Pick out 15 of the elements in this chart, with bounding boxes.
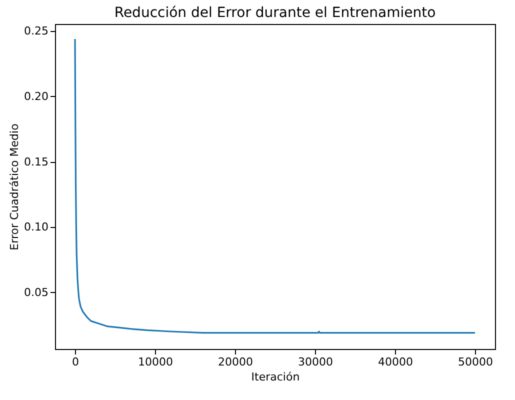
y-tick-label: 0.20 xyxy=(24,90,48,103)
x-tick-label: 30000 xyxy=(298,356,333,368)
y-axis-title: Error Cuadrático Medio xyxy=(8,123,22,250)
y-tick-label: 0.15 xyxy=(24,155,48,168)
x-tick-label: 0 xyxy=(72,356,79,368)
line-series xyxy=(74,38,476,334)
x-tick-label: 50000 xyxy=(458,356,493,368)
x-tick-label: 20000 xyxy=(218,356,253,368)
y-tick-label: 0.10 xyxy=(24,220,48,234)
x-tick-label: 10000 xyxy=(138,356,173,368)
y-tick-label: 0.05 xyxy=(24,286,48,299)
x-axis-title: Iteración xyxy=(251,370,300,384)
y-tick-label: 0.25 xyxy=(24,24,48,38)
chart-title: Reducción del Error durante el Entrenamiento xyxy=(114,5,436,21)
x-tick-label: 40000 xyxy=(378,356,413,368)
